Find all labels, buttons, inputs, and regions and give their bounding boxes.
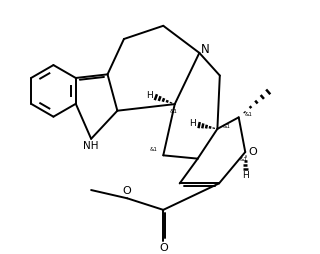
Text: H: H bbox=[189, 119, 196, 128]
Text: O: O bbox=[159, 243, 168, 253]
Text: &1: &1 bbox=[240, 157, 248, 162]
Text: H: H bbox=[146, 91, 153, 100]
Text: &1: &1 bbox=[244, 112, 252, 117]
Text: N: N bbox=[201, 43, 209, 56]
Text: O: O bbox=[249, 147, 258, 157]
Text: &1: &1 bbox=[169, 109, 177, 114]
Text: &1: &1 bbox=[223, 124, 231, 129]
Text: NH: NH bbox=[84, 141, 99, 151]
Text: O: O bbox=[123, 186, 132, 196]
Text: &1: &1 bbox=[149, 147, 157, 152]
Text: H: H bbox=[242, 170, 249, 180]
